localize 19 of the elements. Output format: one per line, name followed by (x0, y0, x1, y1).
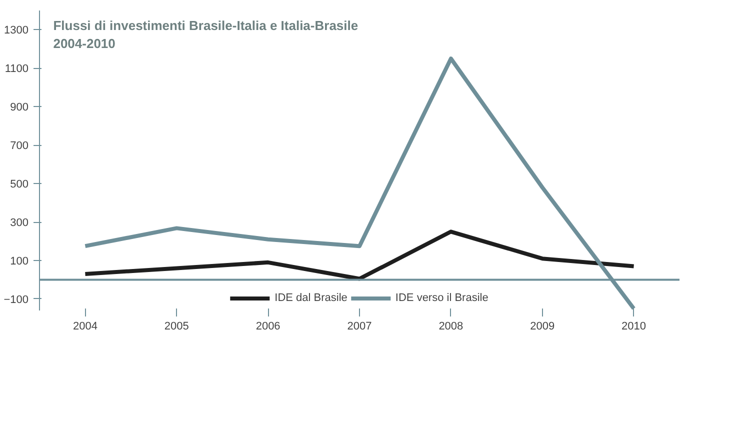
y-tick-label: 700 (10, 140, 29, 152)
y-tick-label: 900 (10, 102, 29, 114)
y-tick-label: 300 (10, 217, 29, 230)
x-tick-label: 2009 (530, 320, 555, 332)
x-tick-label: 2007 (347, 320, 372, 332)
y-tick-label: 1100 (4, 63, 28, 76)
y-tick-label: 500 (10, 178, 29, 191)
text: Flussi di investimenti Brasile-Italia e Italia-Brasile 2004-2010 (53, 18, 358, 52)
legend-label: IDE verso il Brasile (395, 292, 488, 304)
y-tick-label: −100 (4, 294, 29, 306)
line-series (83, 230, 636, 281)
x-tick-label: 2006 (256, 320, 280, 332)
legend-label: IDE dal Brasile (274, 292, 348, 304)
x-tick-label: 2005 (164, 320, 189, 332)
y-tick-label: 1300 (4, 24, 29, 37)
x-tick-label: 2008 (438, 320, 464, 332)
x-tick-label: 2010 (622, 320, 646, 332)
y-tick-label: 100 (10, 256, 29, 268)
x-tick-label: 2004 (72, 320, 98, 332)
